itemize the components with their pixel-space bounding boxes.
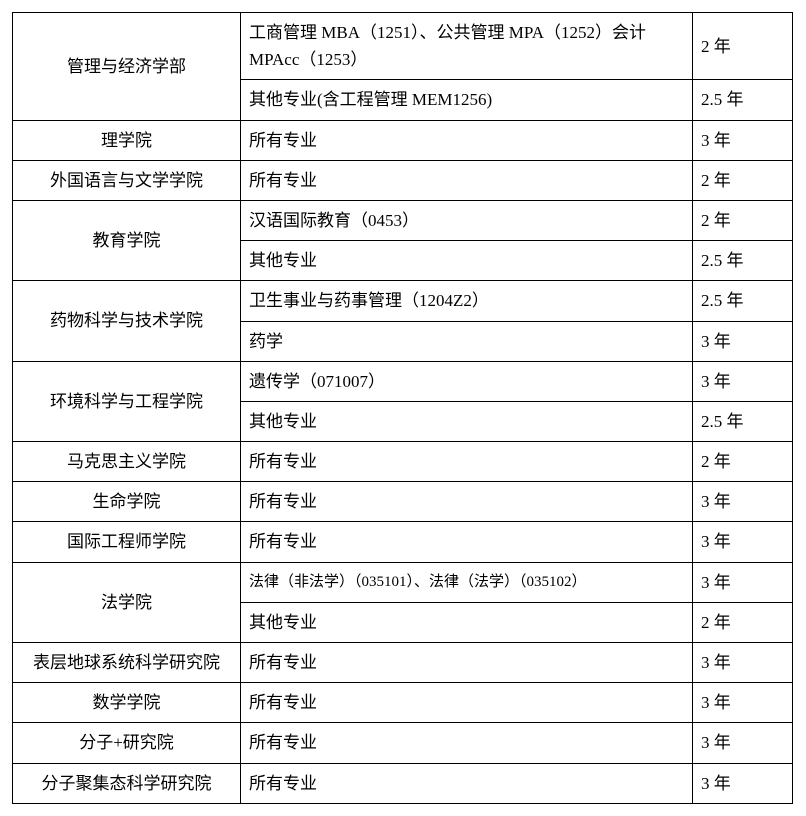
cell-department: 药物科学与技术学院	[13, 281, 241, 361]
table-row: 分子聚集态科学研究院所有专业3 年	[13, 763, 793, 803]
cell-major: 其他专业(含工程管理 MEM1256)	[241, 80, 693, 120]
cell-major: 汉语国际教育（0453）	[241, 200, 693, 240]
cell-duration: 2 年	[693, 160, 793, 200]
cell-major: 工商管理 MBA（1251）、公共管理 MPA（1252）会计 MPAcc（12…	[241, 13, 693, 80]
cell-duration: 3 年	[693, 562, 793, 602]
cell-department: 管理与经济学部	[13, 13, 241, 121]
cell-major: 法律（非法学）（035101）、法律（法学）（035102）	[241, 562, 693, 602]
cell-duration: 3 年	[693, 482, 793, 522]
cell-major: 所有专业	[241, 763, 693, 803]
cell-department: 理学院	[13, 120, 241, 160]
duration-table: 管理与经济学部工商管理 MBA（1251）、公共管理 MPA（1252）会计 M…	[12, 12, 793, 804]
table-row: 外国语言与文学学院所有专业2 年	[13, 160, 793, 200]
table-row: 理学院所有专业3 年	[13, 120, 793, 160]
cell-major: 所有专业	[241, 683, 693, 723]
cell-department: 外国语言与文学学院	[13, 160, 241, 200]
cell-major: 所有专业	[241, 643, 693, 683]
cell-department: 分子+研究院	[13, 723, 241, 763]
cell-major: 卫生事业与药事管理（1204Z2）	[241, 281, 693, 321]
cell-major: 所有专业	[241, 442, 693, 482]
table-row: 马克思主义学院所有专业2 年	[13, 442, 793, 482]
cell-duration: 2 年	[693, 13, 793, 80]
cell-major: 所有专业	[241, 120, 693, 160]
cell-department: 环境科学与工程学院	[13, 361, 241, 441]
cell-duration: 2 年	[693, 602, 793, 642]
cell-major: 其他专业	[241, 602, 693, 642]
cell-duration: 2.5 年	[693, 80, 793, 120]
cell-department: 教育学院	[13, 200, 241, 280]
cell-major: 其他专业	[241, 401, 693, 441]
cell-duration: 3 年	[693, 361, 793, 401]
cell-department: 生命学院	[13, 482, 241, 522]
cell-duration: 3 年	[693, 643, 793, 683]
cell-duration: 3 年	[693, 683, 793, 723]
table-row: 分子+研究院所有专业3 年	[13, 723, 793, 763]
table-row: 生命学院所有专业3 年	[13, 482, 793, 522]
table-row: 数学学院所有专业3 年	[13, 683, 793, 723]
table-row: 药物科学与技术学院卫生事业与药事管理（1204Z2）2.5 年	[13, 281, 793, 321]
table-row: 环境科学与工程学院遗传学（071007）3 年	[13, 361, 793, 401]
table-body: 管理与经济学部工商管理 MBA（1251）、公共管理 MPA（1252）会计 M…	[13, 13, 793, 804]
cell-duration: 2.5 年	[693, 281, 793, 321]
cell-major: 药学	[241, 321, 693, 361]
cell-department: 分子聚集态科学研究院	[13, 763, 241, 803]
cell-duration: 2 年	[693, 442, 793, 482]
cell-department: 法学院	[13, 562, 241, 642]
cell-major: 其他专业	[241, 241, 693, 281]
cell-duration: 3 年	[693, 723, 793, 763]
cell-major: 所有专业	[241, 723, 693, 763]
cell-department: 表层地球系统科学研究院	[13, 643, 241, 683]
cell-major: 遗传学（071007）	[241, 361, 693, 401]
table-row: 表层地球系统科学研究院所有专业3 年	[13, 643, 793, 683]
cell-duration: 2.5 年	[693, 401, 793, 441]
table-row: 法学院法律（非法学）（035101）、法律（法学）（035102）3 年	[13, 562, 793, 602]
cell-major: 所有专业	[241, 482, 693, 522]
cell-department: 国际工程师学院	[13, 522, 241, 562]
cell-duration: 3 年	[693, 120, 793, 160]
cell-duration: 2.5 年	[693, 241, 793, 281]
cell-duration: 3 年	[693, 321, 793, 361]
table-row: 管理与经济学部工商管理 MBA（1251）、公共管理 MPA（1252）会计 M…	[13, 13, 793, 80]
cell-duration: 3 年	[693, 522, 793, 562]
table-row: 教育学院汉语国际教育（0453）2 年	[13, 200, 793, 240]
cell-duration: 3 年	[693, 763, 793, 803]
cell-department: 马克思主义学院	[13, 442, 241, 482]
cell-duration: 2 年	[693, 200, 793, 240]
table-row: 国际工程师学院所有专业3 年	[13, 522, 793, 562]
cell-major: 所有专业	[241, 160, 693, 200]
cell-major: 所有专业	[241, 522, 693, 562]
cell-department: 数学学院	[13, 683, 241, 723]
